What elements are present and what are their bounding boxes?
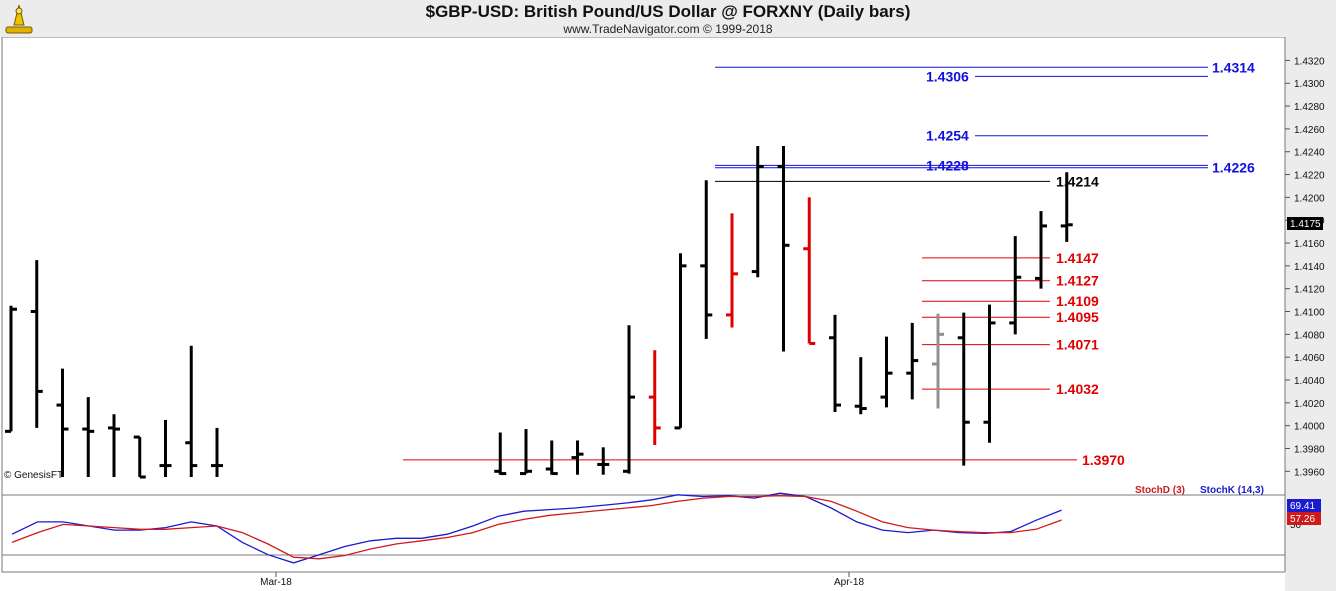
stochk-legend: StochK (14,3): [1200, 485, 1264, 496]
date-axis-label: Apr-18: [834, 577, 864, 588]
level-label: 1.4032: [1056, 381, 1099, 397]
chart-header: $GBP-USD: British Pound/US Dollar @ FORX…: [0, 0, 1336, 37]
ohlc-bar: [829, 314, 841, 412]
trade-navigator-logo-icon: [4, 3, 34, 35]
price-axis-label: 1.4200: [1294, 193, 1325, 204]
price-axis-label: 1.3960: [1294, 467, 1325, 478]
stochk-line: [11, 492, 1062, 564]
chart-title: $GBP-USD: British Pound/US Dollar @ FORX…: [425, 2, 911, 21]
price-axis-label: 1.4280: [1294, 102, 1325, 113]
level-label: 1.3970: [1082, 452, 1125, 468]
price-axis-label: 1.4240: [1294, 148, 1325, 159]
level-label: 1.4314: [1212, 59, 1255, 75]
level-label: 1.4127: [1056, 273, 1099, 289]
price-axis-label: 1.4000: [1294, 422, 1325, 433]
ohlc-bar: [1060, 172, 1073, 242]
chart-subtitle: www.TradeNavigator.com © 1999-2018: [563, 22, 773, 36]
stoch-axis-tick: 50: [1290, 520, 1302, 531]
stochd-legend: StochD (3): [1135, 485, 1185, 496]
stochd-last-value-box: [1287, 512, 1321, 525]
ohlc-bar: [520, 429, 532, 476]
ohlc-bar: [185, 345, 198, 477]
ohlc-bar: [159, 419, 172, 477]
ohlc-bar: [597, 447, 610, 475]
stochd-last-value: 57.26: [1290, 514, 1315, 525]
stochastic-panel-frame: [1, 494, 1286, 573]
last-price-box: [1287, 217, 1323, 230]
ohlc-bar: [5, 305, 17, 433]
ohlc-bar: [56, 368, 69, 477]
ohlc-bar: [880, 336, 893, 408]
level-label: 1.4214: [1056, 173, 1099, 189]
price-axis-label: 1.4320: [1294, 56, 1325, 67]
ohlc-bar: [623, 325, 635, 474]
copyright-label: © GenesisFT: [4, 470, 63, 481]
level-label: 1.4228: [926, 157, 969, 173]
level-label: 1.4226: [1212, 160, 1255, 176]
ohlc-bar: [777, 146, 790, 352]
ohlc-bar: [957, 312, 970, 466]
ohlc-bar: [545, 440, 558, 476]
ohlc-bar: [133, 435, 146, 479]
main-panel-frame: [1, 37, 1286, 496]
ohlc-bar: [108, 414, 120, 477]
ohlc-bar: [983, 304, 996, 443]
level-label: 1.4095: [1056, 309, 1099, 325]
price-axis-label: 1.4140: [1294, 262, 1325, 273]
ohlc-bar: [494, 432, 507, 476]
level-label: 1.4254: [926, 128, 969, 144]
level-label: 1.4147: [1056, 250, 1099, 266]
ohlc-bar: [854, 357, 867, 415]
price-axis-label: 1.4260: [1294, 125, 1325, 136]
date-axis-label: Mar-18: [260, 577, 292, 588]
stochk-last-value-box: [1287, 499, 1321, 512]
stochd-line: [11, 495, 1062, 560]
ohlc-bar: [674, 253, 687, 430]
price-axis-label: 1.4040: [1294, 376, 1325, 387]
level-label: 1.4071: [1056, 337, 1099, 353]
ohlc-bar: [932, 313, 944, 409]
ohlc-bar: [700, 180, 713, 339]
price-axis-label: 1.4060: [1294, 353, 1325, 364]
ohlc-bar: [803, 197, 816, 345]
ohlc-bar: [571, 440, 584, 475]
stochk-last-value: 69.41: [1290, 501, 1315, 512]
ohlc-bar: [82, 397, 95, 477]
price-axis-label: 1.4220: [1294, 171, 1325, 182]
price-axis-label: 1.4160: [1294, 239, 1325, 250]
price-axis-label: 1.4100: [1294, 308, 1325, 319]
level-label: 1.4306: [926, 68, 969, 84]
ohlc-bar: [726, 213, 738, 328]
price-axis-label: 1.4020: [1294, 399, 1325, 410]
price-axis-label: 1.4120: [1294, 285, 1325, 296]
price-axis-label: 1.3980: [1294, 444, 1325, 455]
last-price-label: 1.4175: [1290, 219, 1321, 230]
ohlc-bar: [751, 146, 764, 278]
ohlc-bar: [648, 350, 661, 446]
level-label: 1.4109: [1056, 293, 1099, 309]
ohlc-bar: [1035, 211, 1047, 289]
ohlc-bar: [1009, 236, 1022, 335]
price-axis-label: 1.4080: [1294, 330, 1325, 341]
ohlc-bar: [30, 260, 43, 428]
price-axis-label: 1.4300: [1294, 79, 1325, 90]
price-axis-background: [1285, 37, 1336, 591]
ohlc-bar: [906, 322, 919, 400]
price-chart: 1.4320 1.4300 1.4280 1.4260 1.4240 1.4220 1.42…: [1, 37, 1336, 591]
ohlc-bar: [211, 427, 223, 477]
